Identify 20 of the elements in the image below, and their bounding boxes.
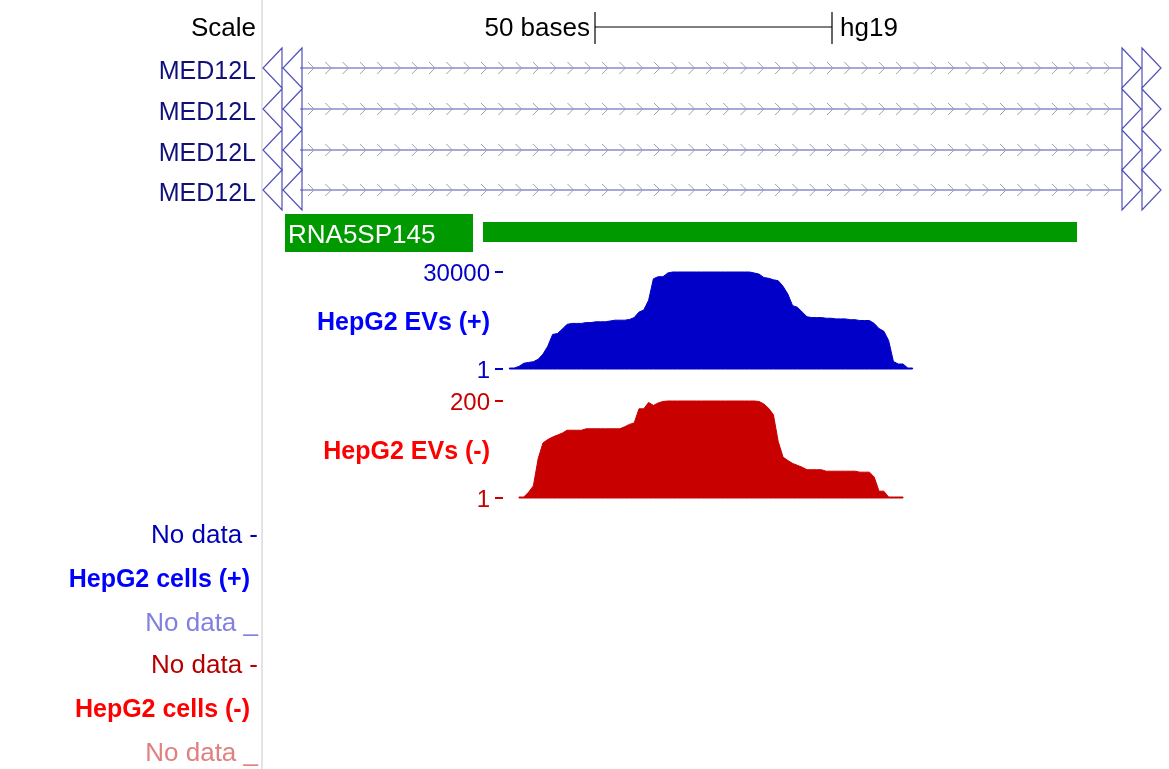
text: No data _ <box>145 737 259 767</box>
text: MED12L <box>158 138 257 166</box>
text: hg19 <box>840 12 898 42</box>
text: No data - <box>151 519 258 549</box>
text: 50 bases <box>484 12 590 42</box>
text: HepG2 EVs (+) <box>317 306 490 335</box>
y-tick-label: 1 <box>476 484 490 512</box>
text: Scale <box>190 12 256 42</box>
text: RNA5SP145 <box>288 219 436 249</box>
text: HepG2 EVs (-) <box>323 435 490 464</box>
text: No data - <box>151 649 258 679</box>
text: MED12L <box>158 178 257 206</box>
text: MED12L <box>158 97 257 125</box>
y-tick-label: 200 <box>449 387 490 415</box>
text: HepG2 cells (-) <box>74 694 250 722</box>
text: MED12L <box>158 56 257 84</box>
y-tick-label: 30000 <box>423 258 490 286</box>
text: HepG2 cells (+) <box>68 564 250 592</box>
y-tick-label: 1 <box>476 355 490 383</box>
text: No data _ <box>145 607 259 637</box>
